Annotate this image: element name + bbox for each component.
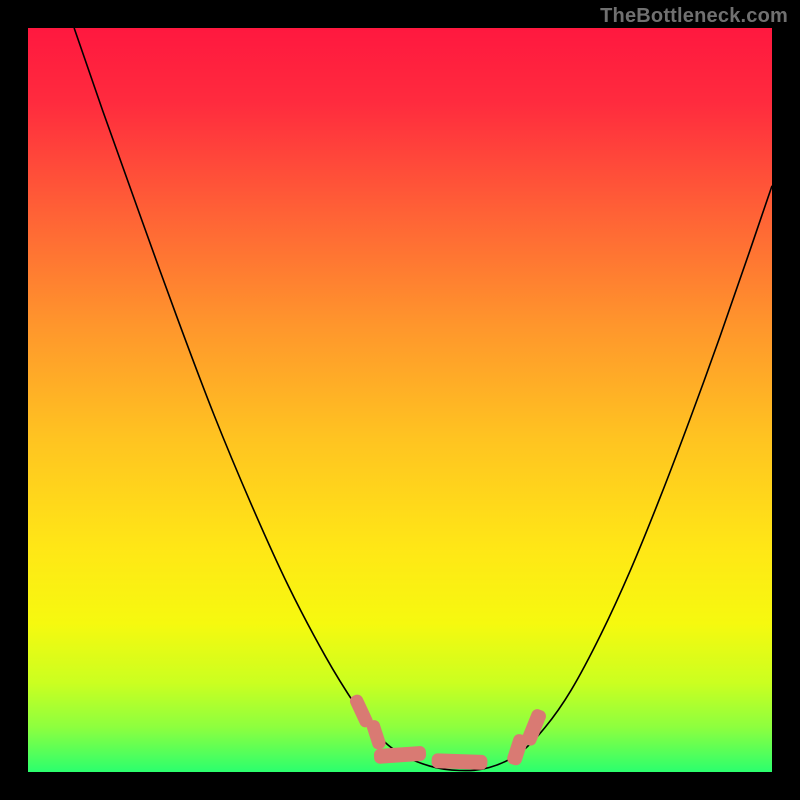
chart-frame: TheBottleneck.com bbox=[0, 0, 800, 800]
plot-area bbox=[28, 28, 772, 772]
watermark-text: TheBottleneck.com bbox=[600, 5, 788, 28]
bottom-marker bbox=[431, 753, 487, 770]
gradient-background bbox=[28, 28, 772, 772]
chart-svg bbox=[28, 28, 772, 772]
